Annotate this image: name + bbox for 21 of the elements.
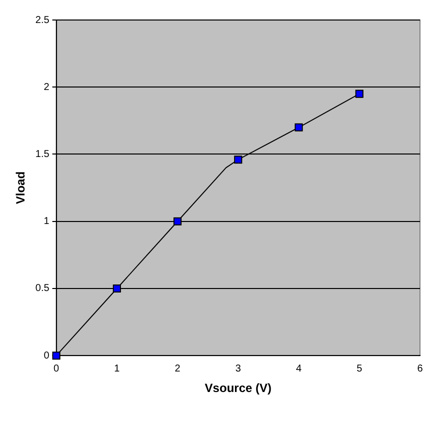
point <box>52 352 60 360</box>
point <box>234 156 242 164</box>
y-tick-label: 0 <box>44 350 50 362</box>
point <box>294 123 303 132</box>
x-tick-label: 4 <box>296 363 302 374</box>
x-tick-label: 1 <box>114 363 120 374</box>
x-axis-title: Vsource (V) <box>204 381 272 396</box>
y-tick-label: 2 <box>44 82 50 93</box>
point <box>112 284 121 293</box>
y-tick-label: 1.5 <box>35 148 50 160</box>
y-tick-label: 0.5 <box>35 283 50 294</box>
y-tick-label: 1 <box>44 216 50 228</box>
x-tick-label: 6 <box>417 363 424 374</box>
point <box>355 90 364 98</box>
x-tick-label: 5 <box>356 363 363 374</box>
point <box>174 217 182 226</box>
y-axis-title: Vload <box>14 171 28 204</box>
x-tick-label: 2 <box>174 363 181 374</box>
x-tick-label: 0 <box>54 363 60 374</box>
x-tick-label: 3 <box>235 363 242 374</box>
y-tick-label: 2.5 <box>35 14 50 26</box>
